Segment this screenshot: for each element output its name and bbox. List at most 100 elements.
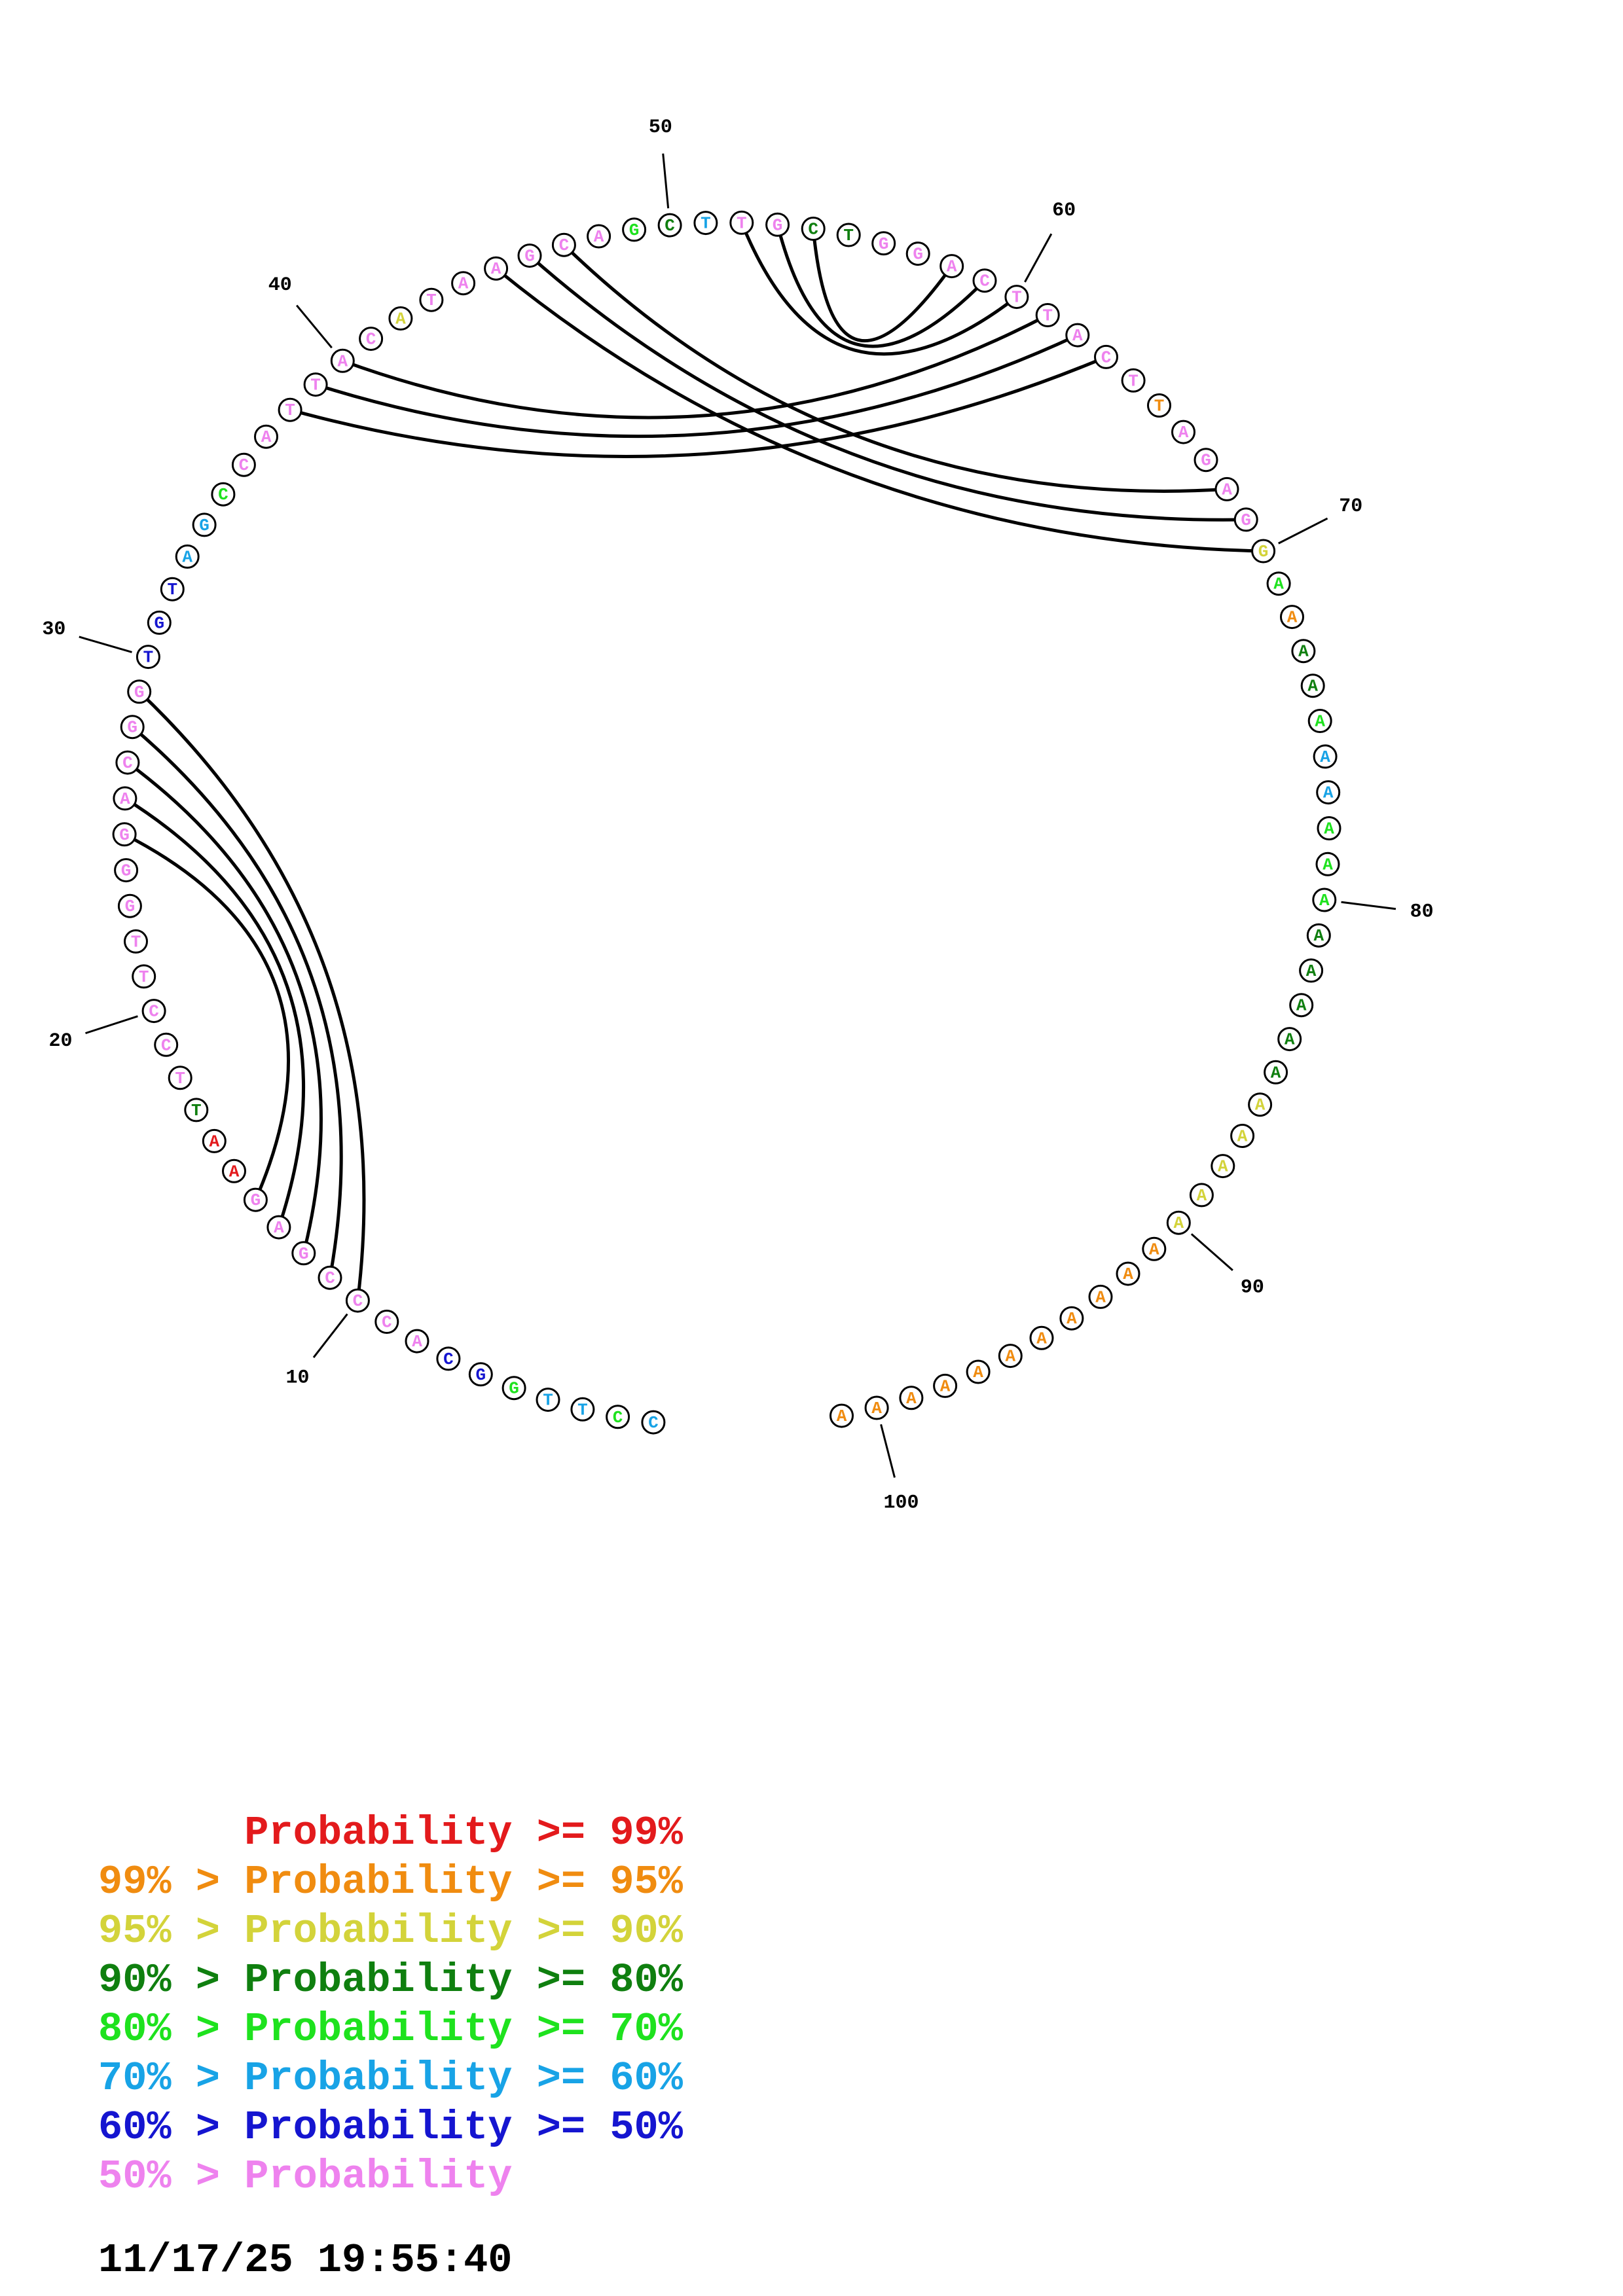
legend-entry-8: 50% > Probability — [98, 2157, 513, 2197]
tick-line-30 — [79, 636, 132, 653]
position-label-10: 10 — [285, 1367, 309, 1390]
nucleotide-62: A — [1072, 326, 1083, 346]
nucleotide-circle-85 — [1264, 1060, 1288, 1085]
nucleotide-86: A — [1255, 1096, 1266, 1115]
nucleotide-70: G — [1258, 542, 1269, 562]
nucleotide-54: C — [808, 220, 818, 240]
pair-arc-47-68 — [562, 243, 1228, 493]
nucleotide-circle-56 — [871, 231, 896, 256]
legend-text: Probability >= 90% — [244, 1908, 683, 1954]
nucleotide-69: G — [1241, 511, 1251, 530]
nucleotide-36: C — [239, 456, 249, 475]
nucleotide-circle-47 — [551, 232, 576, 257]
nucleotide-74: A — [1307, 677, 1318, 696]
nucleotide-circle-43 — [419, 287, 444, 312]
legend-prefix: 50% > — [98, 2153, 245, 2200]
nucleotide-circle-58 — [939, 254, 964, 279]
nucleotide-circle-54 — [801, 217, 826, 241]
nucleotide-90: A — [1173, 1213, 1184, 1233]
nucleotide-65: T — [1154, 397, 1165, 416]
nucleotide-circle-10 — [345, 1288, 370, 1313]
nucleotide-circle-30 — [136, 645, 160, 670]
pair-arc-13-26 — [124, 797, 306, 1228]
nucleotide-circle-93 — [1088, 1284, 1113, 1309]
nucleotide-circle-98 — [933, 1373, 958, 1398]
nucleotide-40: A — [337, 351, 348, 371]
nucleotide-circle-18 — [168, 1066, 192, 1090]
nucleotide-circle-28 — [120, 715, 145, 740]
nucleotide-30: T — [143, 648, 154, 668]
nucleotide-44: A — [458, 274, 469, 294]
nucleotide-circle-5 — [501, 1376, 526, 1401]
position-label-80: 80 — [1410, 901, 1434, 924]
position-label-100: 100 — [883, 1492, 919, 1514]
pair-arc-54-58 — [811, 228, 953, 342]
nucleotide-56: G — [879, 234, 889, 254]
nucleotide-circle-71 — [1266, 571, 1291, 596]
nucleotide-88: A — [1218, 1157, 1228, 1177]
nucleotide-7: C — [443, 1350, 454, 1369]
nucleotide-circle-27 — [115, 750, 140, 775]
nucleotide-circle-33 — [175, 544, 200, 569]
nucleotide-circle-78 — [1317, 816, 1341, 840]
nucleotide-circle-46 — [517, 243, 542, 268]
legend-text: Probability >= 95% — [244, 1859, 683, 1905]
nucleotide-18: T — [175, 1069, 185, 1088]
nucleotide-circle-4 — [536, 1388, 560, 1412]
nucleotide-circle-57 — [905, 242, 930, 266]
nucleotide-34: G — [199, 516, 210, 535]
pair-arc-45-70 — [495, 267, 1264, 553]
nucleotide-76: A — [1320, 747, 1330, 767]
nucleotide-circle-32 — [160, 577, 185, 601]
legend-entry-1: Probability >= 99% — [98, 1813, 683, 1854]
nucleotide-circle-24 — [114, 858, 139, 883]
nucleotide-63: C — [1101, 348, 1112, 367]
nucleotide-96: A — [1005, 1347, 1015, 1367]
nucleotide-53: G — [773, 215, 783, 235]
nucleotide-67: G — [1201, 451, 1211, 471]
nucleotide-5: G — [509, 1379, 519, 1399]
nucleotide-circle-12 — [291, 1241, 316, 1266]
pair-arc-53-59 — [776, 224, 986, 348]
nucleotide-26: A — [120, 789, 130, 809]
legend-prefix: 95% > — [98, 1908, 245, 1954]
nucleotide-92: A — [1123, 1265, 1133, 1284]
nucleotide-66: A — [1178, 423, 1189, 442]
pair-arc-12-27 — [126, 761, 323, 1254]
legend-text: Probability >= 60% — [244, 2055, 683, 2102]
nucleotide-19: C — [161, 1035, 172, 1055]
nucleotide-circle-88 — [1211, 1154, 1235, 1179]
nucleotide-circle-97 — [966, 1359, 991, 1384]
nucleotide-circle-91 — [1142, 1236, 1167, 1261]
nucleotide-circle-17 — [184, 1098, 209, 1122]
nucleotide-circle-66 — [1171, 420, 1195, 444]
nucleotide-15: A — [229, 1162, 240, 1181]
position-label-90: 90 — [1241, 1276, 1264, 1299]
nucleotide-circle-40 — [330, 348, 355, 373]
nucleotide-circle-92 — [1116, 1261, 1140, 1286]
nucleotide-55: T — [843, 226, 854, 245]
nucleotide-circle-53 — [765, 212, 790, 237]
nucleotide-circle-87 — [1230, 1124, 1255, 1148]
nucleotide-circle-94 — [1059, 1306, 1084, 1331]
tick-line-20 — [85, 1015, 138, 1035]
nucleotide-circle-42 — [388, 306, 413, 331]
nucleotide-circle-36 — [231, 452, 256, 477]
nucleotide-circle-95 — [1029, 1325, 1054, 1350]
legend-prefix: 90% > — [98, 1957, 245, 2003]
nucleotide-circle-22 — [124, 929, 148, 954]
nucleotide-82: A — [1306, 961, 1317, 981]
pair-arc-46-69 — [528, 254, 1247, 522]
base-pair-arcs — [123, 222, 1264, 1301]
nucleotide-circle-16 — [202, 1128, 227, 1153]
nucleotide-39: T — [310, 376, 321, 395]
position-label-20: 20 — [48, 1030, 72, 1052]
nucleotide-41: C — [366, 330, 376, 350]
nucleotide-circle-35 — [211, 482, 236, 507]
nucleotide-14: G — [251, 1191, 261, 1210]
nucleotide-12: G — [299, 1244, 309, 1264]
nucleotide-circle-51 — [693, 211, 718, 236]
nucleotide-60: T — [1012, 288, 1022, 308]
nucleotide-72: A — [1287, 608, 1298, 628]
pair-arc-38-63 — [289, 355, 1107, 458]
